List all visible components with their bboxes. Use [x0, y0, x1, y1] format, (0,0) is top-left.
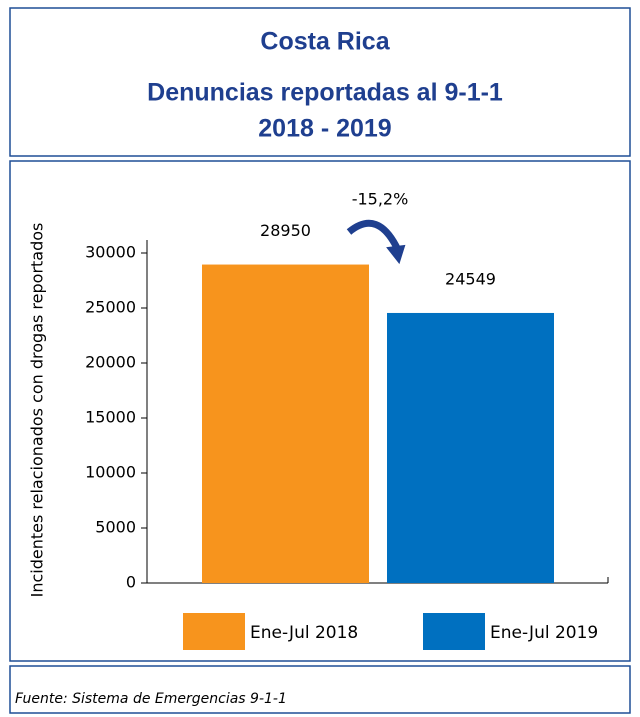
legend-label: Ene-Jul 2019 — [490, 623, 598, 643]
bar — [387, 312, 554, 583]
y-tick-label: 20000 — [85, 353, 136, 372]
arrow — [346, 219, 402, 252]
y-tick-label: 10000 — [85, 463, 136, 482]
legend-label: Ene-Jul 2018 — [250, 623, 358, 643]
chart-title: Costa Rica — [260, 28, 390, 56]
annotation: -15,2% — [352, 190, 409, 209]
y-tick-label: 15000 — [85, 408, 136, 427]
chart-box — [9, 160, 631, 662]
y-tick-label: 0 — [126, 573, 136, 592]
bar — [202, 264, 369, 583]
y-tick-label: 25000 — [85, 298, 136, 317]
source-box — [9, 665, 631, 714]
legend-swatch — [423, 613, 485, 650]
value-label: 24549 — [445, 269, 496, 288]
value-label: 28950 — [260, 221, 311, 240]
y-tick-label: 30000 — [85, 243, 136, 262]
y-tick-label: 5000 — [95, 518, 136, 537]
legend-swatch — [183, 613, 245, 650]
arrow-head — [386, 244, 406, 265]
y-axis-label: Incidentes relacionados con drogas repor… — [28, 223, 47, 598]
chart-subtitle: Denuncias reportadas al 9-1-1 — [147, 79, 503, 107]
source: Fuente: Sistema de Emergencias 9-1-1 — [15, 691, 287, 707]
chart-subtitle: 2018 - 2019 — [258, 115, 391, 143]
title-box — [9, 7, 631, 157]
